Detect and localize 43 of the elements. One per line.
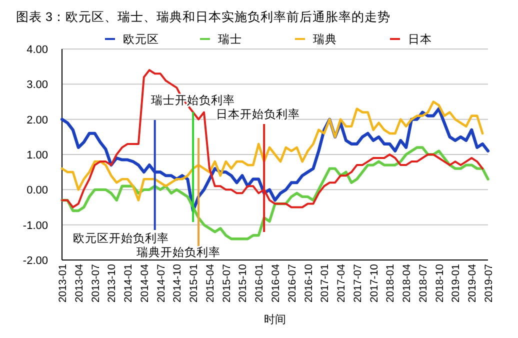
x-tick-label: 2017-01 bbox=[319, 264, 332, 303]
legend-label: 日本 bbox=[408, 33, 432, 46]
chart-title: 图表 3：欧元区、瑞士、瑞典和日本实施负利率前后通胀率的走势 bbox=[16, 9, 390, 24]
y-tick-label: -1.00 bbox=[22, 220, 48, 232]
x-tick-label: 2017-04 bbox=[336, 264, 348, 303]
x-tick-label: 2015-07 bbox=[220, 264, 233, 303]
legend-label: 瑞典 bbox=[313, 33, 337, 46]
legend-label: 瑞士 bbox=[218, 33, 242, 46]
ref-line-label: 瑞典开始负利率 bbox=[136, 245, 221, 259]
ref-line-label: 欧元区开始负利率 bbox=[72, 231, 169, 245]
y-tick-label: 2.00 bbox=[26, 114, 48, 126]
x-tick-label: 2018-07 bbox=[417, 264, 430, 303]
x-axis-title: 时间 bbox=[264, 313, 286, 326]
y-tick-label: 0.00 bbox=[26, 184, 48, 197]
ref-line-label: 日本开始负利率 bbox=[216, 107, 300, 121]
x-tick-label: 2018-01 bbox=[384, 264, 397, 303]
x-tick-label: 2016-07 bbox=[286, 264, 298, 303]
x-tick-label: 2016-01 bbox=[254, 264, 266, 303]
x-tick-label: 2019-04 bbox=[466, 264, 479, 303]
x-tick-label: 2018-04 bbox=[401, 264, 414, 303]
x-tick-label: 2013-04 bbox=[73, 264, 86, 303]
x-tick-label: 2019-01 bbox=[450, 264, 462, 303]
x-tick-label: 2013-10 bbox=[106, 264, 118, 303]
x-tick-label: 2014-04 bbox=[138, 264, 151, 303]
y-tick-label: 1.00 bbox=[26, 150, 48, 162]
y-tick-label: 4.00 bbox=[26, 44, 48, 56]
x-tick-label: 2015-01 bbox=[188, 264, 200, 303]
x-tick-label: 2016-04 bbox=[270, 264, 282, 303]
x-tick-label: 2014-10 bbox=[172, 264, 184, 303]
x-tick-label: 2014-07 bbox=[155, 264, 168, 303]
y-tick-label: 3.00 bbox=[26, 79, 48, 92]
x-tick-label: 2014-01 bbox=[122, 264, 135, 303]
x-tick-label: 2019-07 bbox=[483, 264, 495, 303]
x-tick-label: 2015-04 bbox=[204, 264, 216, 303]
legend-label: 欧元区 bbox=[123, 33, 159, 46]
y-tick-label: -2.00 bbox=[22, 255, 48, 267]
x-tick-label: 2017-10 bbox=[368, 264, 380, 303]
x-tick-label: 2017-07 bbox=[352, 264, 364, 303]
x-tick-label: 2013-01 bbox=[57, 264, 69, 303]
x-tick-label: 2016-10 bbox=[302, 264, 315, 303]
x-tick-label: 2015-10 bbox=[237, 264, 250, 303]
x-tick-label: 2013-07 bbox=[90, 264, 102, 303]
x-tick-label: 2018-10 bbox=[434, 264, 446, 303]
